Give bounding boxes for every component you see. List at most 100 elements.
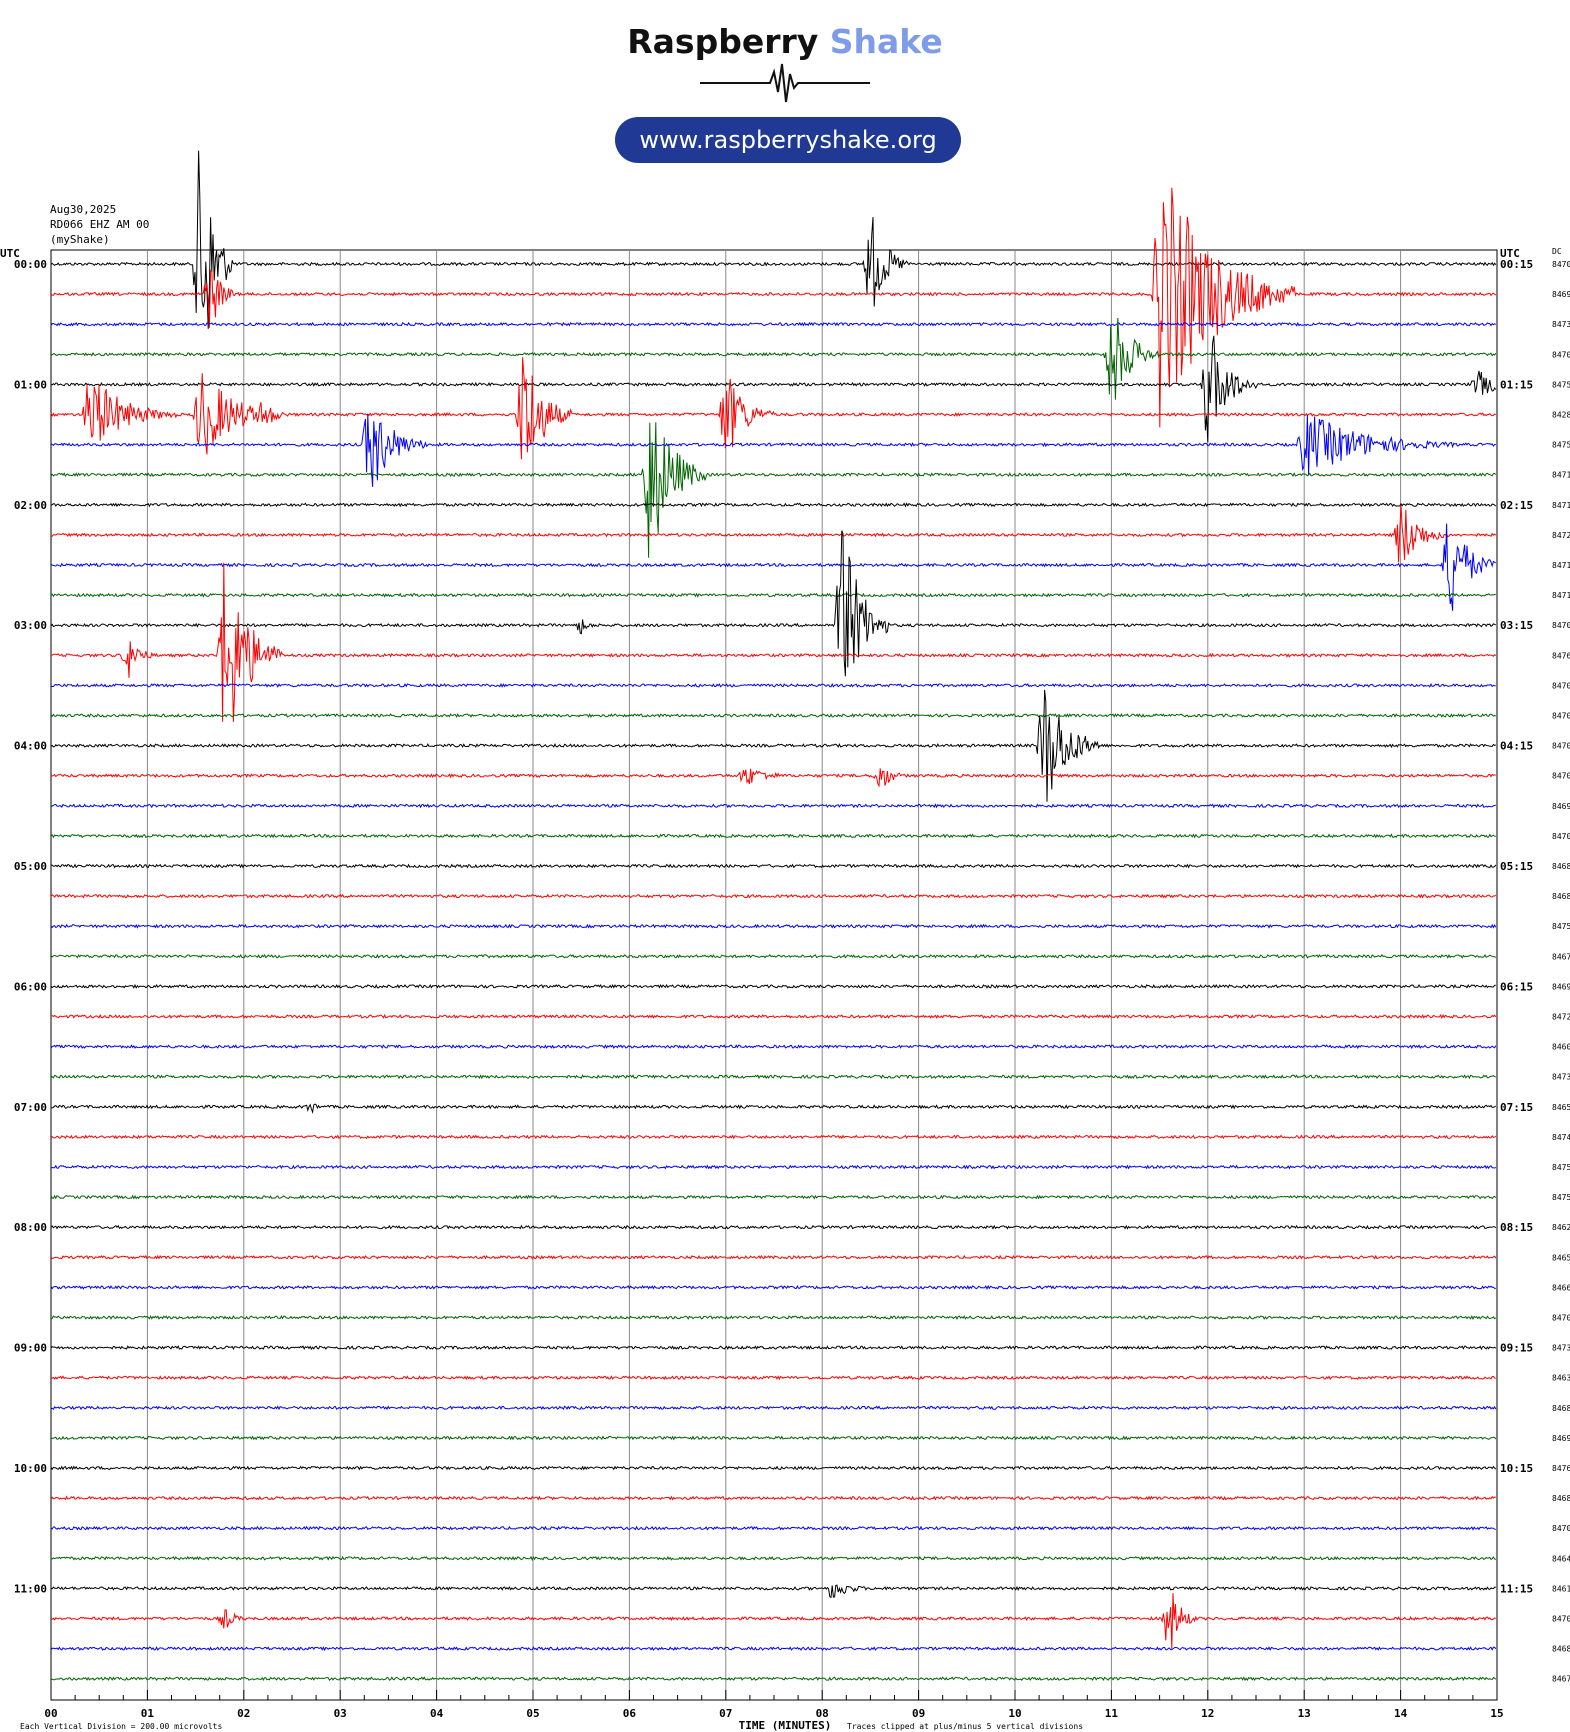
dc-value-label: 8470 (1552, 621, 1570, 630)
trace-line (50, 833, 1496, 839)
dc-value-label: 8469 (1552, 290, 1570, 299)
right-time-label: 03:15 (1500, 619, 1533, 632)
trace-line (50, 1495, 1496, 1501)
trace-line (51, 504, 1497, 563)
dc-value-label: 8476 (1552, 651, 1570, 660)
trace-line (50, 863, 1497, 869)
right-time-label: 06:15 (1500, 980, 1533, 993)
trace-line (50, 321, 1497, 327)
trace-line (50, 923, 1497, 929)
dc-value-label: 8467 (1552, 1675, 1570, 1684)
left-utc-label: UTC (0, 247, 20, 260)
x-tick-label: 07 (719, 1707, 732, 1720)
dc-value-label: 8465 (1552, 1253, 1570, 1262)
trace-line (50, 1224, 1497, 1230)
dc-label: DC (1552, 247, 1562, 256)
x-tick-label: 10 (1008, 1707, 1021, 1720)
trace-line (50, 1194, 1497, 1200)
trace-line (50, 768, 1496, 788)
x-tick-label: 11 (1105, 1707, 1119, 1720)
right-time-label: 00:15 (1500, 258, 1533, 271)
dc-value-label: 8474 (1552, 1133, 1570, 1142)
dc-value-label: 8473 (1552, 1073, 1570, 1082)
brand-name-part2: Shake (829, 22, 943, 61)
right-time-label: 11:15 (1500, 1582, 1533, 1595)
seismic-wave-logo-icon (700, 63, 870, 103)
trace-line (50, 1345, 1497, 1351)
brand-url-link[interactable]: www.raspberryshake.org (615, 117, 961, 163)
dc-value-label: 8471 (1552, 501, 1570, 510)
dc-value-label: 8470 (1552, 1524, 1570, 1533)
dc-value-label: 8475 (1552, 1163, 1570, 1172)
source-label: (myShake) (50, 233, 110, 246)
x-tick-label: 15 (1490, 1707, 1503, 1720)
trace-line (50, 893, 1497, 899)
right-time-label: 07:15 (1500, 1101, 1533, 1114)
trace-line (50, 1525, 1496, 1531)
left-time-label: 00:00 (14, 258, 47, 271)
trace-line (50, 335, 1497, 443)
trace-line (50, 562, 1497, 722)
dc-value-label: 8469 (1552, 1434, 1570, 1443)
trace-line (50, 1593, 1496, 1649)
dc-value-label: 8468 (1552, 1404, 1570, 1413)
trace-line (50, 1314, 1497, 1321)
trace-line (50, 1013, 1497, 1020)
brand-header: Raspberry Shake www.raspberryshake.org (0, 0, 1570, 180)
trace-line (50, 1044, 1497, 1050)
left-time-label: 07:00 (14, 1101, 47, 1114)
dc-value-label: 8468 (1552, 1645, 1570, 1654)
trace-line (50, 1555, 1497, 1561)
right-time-label: 04:15 (1500, 740, 1533, 753)
dc-value-label: 8470 (1552, 772, 1570, 781)
dc-value-label: 8475 (1552, 380, 1570, 389)
trace-line (50, 317, 1497, 400)
left-time-label: 10:00 (14, 1462, 47, 1475)
dc-value-label: 8475 (1552, 922, 1570, 931)
trace-line (50, 1254, 1497, 1260)
dc-value-label: 8471 (1552, 561, 1570, 570)
trace-line (50, 682, 1496, 688)
x-tick-label: 13 (1298, 1707, 1311, 1720)
dc-value-label: 8464 (1552, 1554, 1570, 1563)
dc-value-label: 8468 (1552, 892, 1570, 901)
trace-line (50, 1405, 1497, 1411)
trace-line (50, 1375, 1496, 1381)
dc-value-label: 8462 (1552, 1223, 1570, 1232)
left-time-label: 08:00 (14, 1221, 47, 1234)
trace-line (50, 1164, 1497, 1170)
x-tick-label: 02 (237, 1707, 250, 1720)
dc-value-label: 8428 (1552, 411, 1570, 420)
trace-line (50, 150, 1497, 329)
plot-frame (50, 249, 1498, 1701)
dc-value-label: 8466 (1552, 1283, 1570, 1292)
dc-value-label: 8470 (1552, 712, 1570, 721)
dc-value-label: 8472 (1552, 531, 1570, 540)
trace-line (50, 1435, 1497, 1441)
trace-line (51, 1103, 1497, 1114)
dc-value-label: 8470 (1552, 1314, 1570, 1323)
trace-line (50, 523, 1496, 611)
trace-line (50, 1584, 1496, 1599)
dc-value-label: 8470 (1552, 1615, 1570, 1624)
x-tick-label: 05 (526, 1707, 539, 1720)
dc-value-label: 8476 (1552, 1464, 1570, 1473)
dc-value-label: 8470 (1552, 742, 1570, 751)
dc-value-label: 8473 (1552, 1344, 1570, 1353)
x-tick-label: 14 (1394, 1707, 1408, 1720)
trace-line (50, 422, 1497, 558)
dc-value-label: 8468 (1552, 862, 1570, 871)
trace-line (50, 1284, 1496, 1291)
left-time-label: 05:00 (14, 860, 47, 873)
trace-line (50, 187, 1497, 428)
dc-value-label: 8470 (1552, 681, 1570, 690)
x-tick-label: 08 (816, 1707, 829, 1720)
dc-value-label: 8463 (1552, 1374, 1570, 1383)
right-time-label: 01:15 (1500, 378, 1533, 391)
dc-value-label: 8473 (1552, 320, 1570, 329)
clip-note: Traces clipped at plus/minus 5 vertical … (847, 1722, 1083, 1731)
trace-line (50, 1074, 1496, 1080)
left-time-label: 01:00 (14, 378, 47, 391)
dc-value-label: 8461 (1552, 1584, 1570, 1593)
